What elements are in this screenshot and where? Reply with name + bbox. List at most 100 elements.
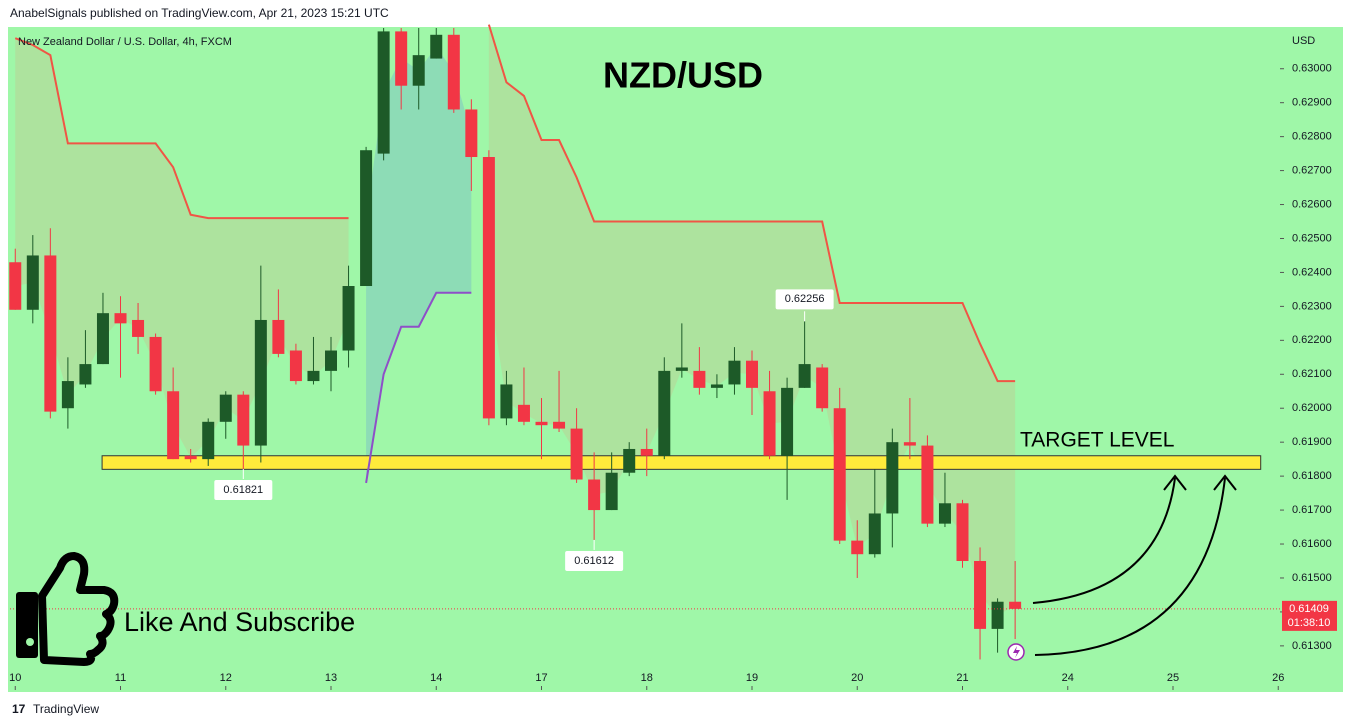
- x-tick-label: 20: [851, 672, 863, 684]
- thumb-hand: [38, 552, 119, 666]
- candle-body: [781, 387, 794, 456]
- candle-body: [447, 34, 460, 110]
- candle-body: [219, 394, 232, 422]
- candle-body: [482, 157, 495, 419]
- candle-body: [272, 319, 285, 354]
- candle-body: [921, 445, 934, 524]
- y-tick-label: 0.62200: [1292, 334, 1332, 346]
- y-tick-label: 0.61300: [1292, 640, 1332, 652]
- x-tick-label: 17: [535, 672, 547, 684]
- candle-body: [991, 601, 1004, 629]
- callout-box: [214, 479, 273, 500]
- y-tick-label: 0.62900: [1292, 97, 1332, 109]
- x-tick-label: 12: [220, 672, 232, 684]
- supertrend-upper-line: [14, 37, 349, 220]
- arrow-head-2: [1213, 474, 1237, 491]
- candle-body: [746, 360, 759, 388]
- candle-body: [342, 286, 355, 351]
- candle-body: [868, 513, 881, 555]
- y-tick-label: 0.63000: [1292, 63, 1332, 75]
- last-price-label: 0.61409: [1289, 603, 1329, 615]
- symbol: New Zealand Dollar / U.S. Dollar, 4h, FX…: [18, 36, 232, 48]
- y-tick-label: 0.61700: [1292, 504, 1332, 516]
- candle-body: [254, 319, 267, 446]
- candle-body: [974, 560, 987, 629]
- candle-body: [465, 109, 478, 158]
- pane-background: [8, 27, 1343, 692]
- callout-box: [775, 289, 834, 310]
- arrows: [1032, 474, 1237, 656]
- candle-body: [693, 370, 706, 388]
- candle-body: [728, 360, 741, 385]
- candle-body: [623, 448, 636, 473]
- candle-body: [395, 31, 408, 86]
- x-tick-label: 21: [956, 672, 968, 684]
- supertrend-lower-line: [365, 291, 472, 484]
- arrow-2: [1034, 477, 1226, 656]
- arrow-head-1: [1163, 474, 1187, 491]
- x-tick-label: 19: [746, 672, 758, 684]
- arrow-1: [1032, 477, 1176, 604]
- candle-body: [710, 384, 723, 388]
- candle-body: [44, 255, 57, 412]
- target-label: TARGET LEVEL: [1020, 429, 1174, 452]
- candle-body: [26, 255, 39, 310]
- y-tick-label: 0.61600: [1292, 538, 1332, 550]
- candle-body: [938, 503, 951, 524]
- candle-body: [588, 479, 601, 511]
- candle-body: [517, 404, 530, 422]
- y-tick-label: 0.61500: [1292, 572, 1332, 584]
- callout-label: 0.62256: [785, 293, 825, 305]
- candle-body: [675, 367, 688, 371]
- y-tick-label: 0.62400: [1292, 266, 1332, 278]
- cta: Like And Subscribe: [124, 607, 355, 637]
- x-tick-label: 26: [1272, 672, 1284, 684]
- y-axis-label: USD: [1292, 35, 1315, 47]
- candle-body: [307, 370, 320, 382]
- candle-body: [500, 384, 513, 419]
- candle-body: [903, 442, 916, 446]
- supertrend-upper-line: [487, 24, 1016, 383]
- x-tick-label: 25: [1167, 672, 1179, 684]
- y-tick-label: 0.61900: [1292, 436, 1332, 448]
- candle-body: [202, 421, 215, 460]
- candle-body: [640, 448, 653, 456]
- y-tick-label: 0.62800: [1292, 131, 1332, 143]
- candle-body: [570, 428, 583, 480]
- thumb-dot: [26, 638, 34, 646]
- x-tick-label: 10: [9, 672, 21, 684]
- candle-body: [553, 421, 566, 429]
- candle-body: [1009, 601, 1022, 609]
- x-tick-label: 13: [325, 672, 337, 684]
- candle-body: [149, 336, 162, 392]
- footer-logo: 17: [12, 702, 26, 716]
- alert-bolt: [1013, 646, 1020, 658]
- last-price-box: [1282, 600, 1337, 631]
- x-tick-label: 24: [1062, 672, 1074, 684]
- candle-body: [535, 421, 548, 426]
- candle-body: [956, 503, 969, 561]
- candle-body: [61, 381, 74, 409]
- candle-body: [816, 367, 829, 409]
- y-tick-label: 0.62600: [1292, 198, 1332, 210]
- alert-icon: [1007, 643, 1025, 661]
- callout-label: 0.61821: [223, 484, 263, 496]
- candle-body: [412, 55, 425, 86]
- thumb-cuff: [16, 592, 38, 658]
- candle-body: [605, 472, 618, 511]
- x-tick-label: 18: [641, 672, 653, 684]
- candle-body: [114, 313, 127, 324]
- candle-body: [763, 391, 776, 456]
- y-tick-label: 0.62500: [1292, 232, 1332, 244]
- supertrend-lower-shade: [366, 46, 472, 483]
- chart-title: NZD/USD: [603, 55, 763, 96]
- candle-body: [851, 540, 864, 555]
- candle-body: [886, 442, 899, 514]
- y-tick-label: 0.62300: [1292, 300, 1332, 312]
- y-tick-label: 0.62000: [1292, 402, 1332, 414]
- x-tick-label: 11: [115, 672, 126, 684]
- callout-box: [565, 550, 624, 571]
- main-layer: 0.613000.614000.615000.616000.617000.618…: [9, 24, 1337, 690]
